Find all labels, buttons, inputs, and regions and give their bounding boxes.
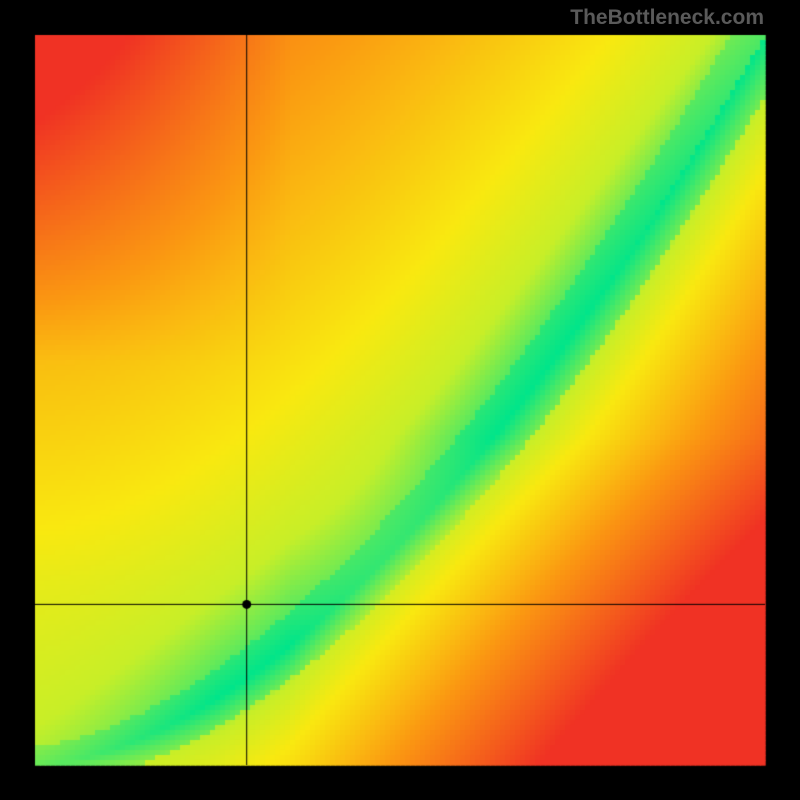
heatmap-canvas — [0, 0, 800, 800]
figure-container: TheBottleneck.com — [0, 0, 800, 800]
